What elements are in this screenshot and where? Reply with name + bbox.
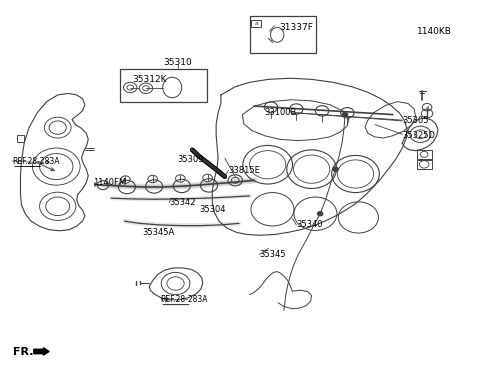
Circle shape <box>342 112 348 117</box>
Text: FR.: FR. <box>13 347 34 357</box>
Text: 35342: 35342 <box>169 198 196 207</box>
Text: a: a <box>254 21 258 26</box>
Bar <box>417 150 432 159</box>
Text: 1140KB: 1140KB <box>417 27 452 36</box>
Text: 33815E: 33815E <box>228 166 261 175</box>
Circle shape <box>333 167 338 171</box>
Text: 1140FM: 1140FM <box>94 178 127 187</box>
Text: 35309: 35309 <box>177 155 204 164</box>
Text: 35345A: 35345A <box>142 228 174 237</box>
Text: REF.28-283A: REF.28-283A <box>12 156 60 166</box>
Text: 35305: 35305 <box>402 116 429 125</box>
Circle shape <box>317 212 323 216</box>
Text: 35345: 35345 <box>259 250 286 259</box>
Text: 33100B: 33100B <box>264 108 296 117</box>
Text: 35340: 35340 <box>296 220 323 229</box>
Bar <box>252 20 261 27</box>
Text: 35312K: 35312K <box>132 75 167 84</box>
Text: 35310: 35310 <box>164 58 192 67</box>
Text: 31337F: 31337F <box>280 23 313 32</box>
Bar <box>417 160 432 169</box>
FancyArrow shape <box>34 348 49 355</box>
Bar <box>120 69 206 102</box>
Text: 35304: 35304 <box>199 205 226 214</box>
Text: 35325D: 35325D <box>402 131 435 140</box>
Bar <box>250 16 316 53</box>
Text: a: a <box>425 105 429 110</box>
Text: REF.28-283A: REF.28-283A <box>160 295 208 304</box>
Bar <box>17 135 24 142</box>
